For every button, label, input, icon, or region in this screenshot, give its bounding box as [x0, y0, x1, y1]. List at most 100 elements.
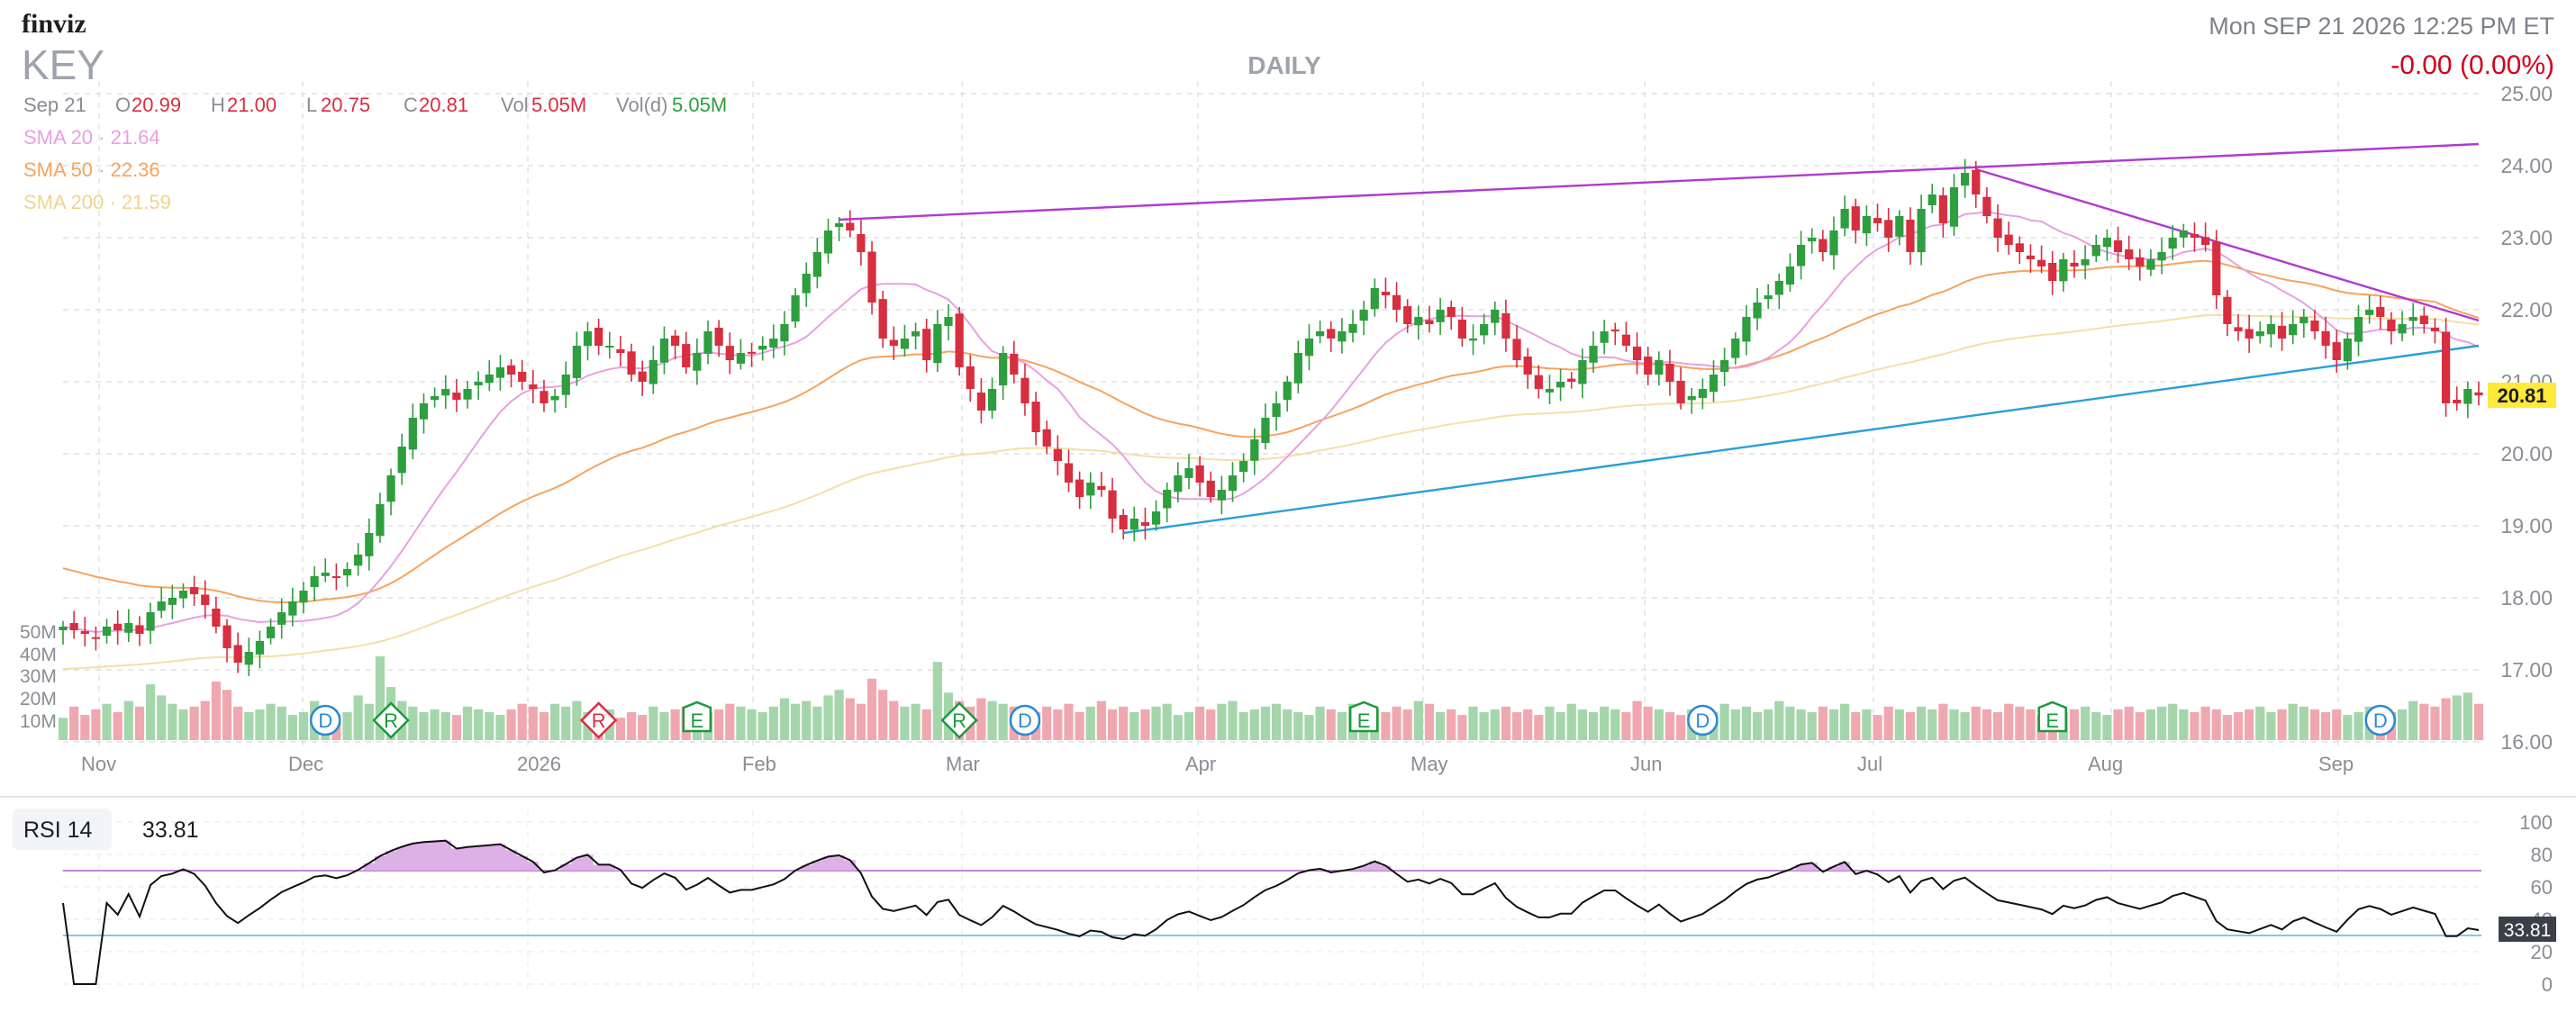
sma20-legend[interactable]: SMA 20 · 21.64	[23, 126, 160, 149]
marker-shape	[940, 701, 978, 739]
volume-bar	[1085, 706, 1095, 740]
volume-bar	[1413, 700, 1423, 740]
volume-bar	[1457, 715, 1467, 740]
candle-body	[1895, 216, 1904, 237]
x-tick: Mar	[946, 753, 980, 775]
candle-body	[2277, 325, 2287, 339]
candle-body	[1927, 194, 1937, 206]
volume-bar	[1228, 700, 1238, 740]
volume-bar	[1730, 709, 1740, 740]
candle-body	[2102, 238, 2111, 248]
volume-bar	[2473, 703, 2484, 740]
candle-body	[2091, 245, 2100, 257]
candle-body	[780, 324, 789, 342]
marker-letter: D	[1018, 709, 1032, 732]
candle-body	[408, 418, 417, 450]
volume-bar	[1971, 706, 1981, 740]
sma50-legend[interactable]: SMA 50 · 22.36	[23, 158, 160, 181]
volume-bar	[2081, 706, 2091, 740]
event-marker-d[interactable]: D	[2364, 704, 2397, 736]
datetime-label: Mon SEP 21 2026 12:25 PM ET	[2209, 13, 2554, 40]
volume-bar	[2397, 709, 2408, 740]
sma200-legend[interactable]: SMA 200 · 21.59	[23, 191, 171, 213]
volume-bar	[1206, 709, 1216, 740]
volume-bar	[561, 706, 571, 740]
candle-body	[124, 623, 133, 633]
marker-letter: R	[952, 709, 966, 732]
event-marker-r[interactable]: R	[940, 701, 978, 739]
volume-bar	[615, 718, 626, 740]
candle-body	[1119, 515, 1128, 529]
marker-shape	[2364, 704, 2397, 736]
rsi-label-box[interactable]	[13, 809, 112, 850]
volume-bar	[1588, 712, 1599, 740]
candle-body	[2048, 263, 2057, 281]
event-marker-d[interactable]: D	[1009, 704, 1041, 736]
candle-body	[1862, 216, 1872, 234]
candle-body	[550, 396, 559, 401]
timeframe-label[interactable]: DAILY	[1247, 51, 1321, 79]
vol-value: 5.05M	[531, 94, 586, 116]
volume-bar	[1675, 715, 1686, 740]
event-marker-r[interactable]: R	[372, 701, 410, 739]
event-marker-e[interactable]: E	[1348, 700, 1379, 733]
volume-bar	[69, 706, 79, 740]
candle-body	[1873, 218, 1882, 223]
candle-body	[2168, 238, 2177, 249]
candle-body	[452, 392, 461, 400]
volume-bar	[1217, 703, 1227, 740]
volume-bar	[714, 709, 724, 740]
event-marker-r[interactable]: R	[579, 701, 618, 739]
marker-shape	[310, 704, 341, 736]
candle-body	[1108, 490, 1117, 519]
candle-body	[2299, 317, 2308, 324]
volume-bar	[1523, 709, 1533, 740]
candle-body	[955, 313, 964, 367]
candle-body	[572, 346, 581, 378]
candle-body	[1785, 267, 1795, 285]
volume-bar	[419, 712, 429, 740]
candle-body	[2212, 241, 2221, 295]
volume-bar	[2419, 703, 2429, 740]
finviz-logo[interactable]: finviz	[22, 9, 86, 39]
candle-body	[627, 351, 636, 375]
candle-body	[2200, 237, 2210, 245]
event-marker-d[interactable]: D	[1687, 704, 1719, 736]
candle-body	[102, 627, 112, 637]
candle-body	[1457, 319, 1466, 339]
volume-bar	[1337, 712, 1347, 740]
vol-tick: 40M	[20, 645, 57, 665]
y-tick: 19.00	[2500, 514, 2553, 538]
candle-body	[1425, 320, 1434, 324]
candle-body	[791, 295, 800, 322]
event-marker-d[interactable]: D	[310, 704, 341, 736]
x-tick: 2026	[517, 753, 561, 775]
volume-bar	[2113, 709, 2123, 740]
volume-bar	[1949, 709, 1959, 740]
volume-bar	[266, 703, 276, 740]
volume-bar	[255, 709, 265, 740]
candle-body	[2310, 320, 2319, 331]
candlesticks[interactable]	[59, 158, 2483, 676]
volume-bar	[2332, 709, 2342, 740]
volume-bar	[1600, 706, 1610, 740]
vol-tick: 50M	[20, 622, 57, 643]
volume-bar	[1938, 703, 1948, 740]
event-marker-e[interactable]: E	[682, 700, 712, 733]
candle-body	[2376, 306, 2385, 317]
trendlines[interactable]	[839, 142, 2480, 535]
candle-body	[1796, 245, 1806, 267]
candle-body	[1053, 448, 1062, 461]
candle-body	[1338, 331, 1347, 342]
candle-body	[649, 360, 658, 384]
candle-body	[605, 346, 614, 348]
volume-bar	[1042, 706, 1052, 740]
candle-body	[2190, 233, 2200, 238]
event-marker-e[interactable]: E	[2037, 700, 2067, 733]
volume-bar	[1304, 715, 1314, 740]
candle-body	[1665, 363, 1674, 382]
rsi-label[interactable]: RSI 14	[23, 818, 93, 843]
sma200-line	[62, 313, 2480, 671]
